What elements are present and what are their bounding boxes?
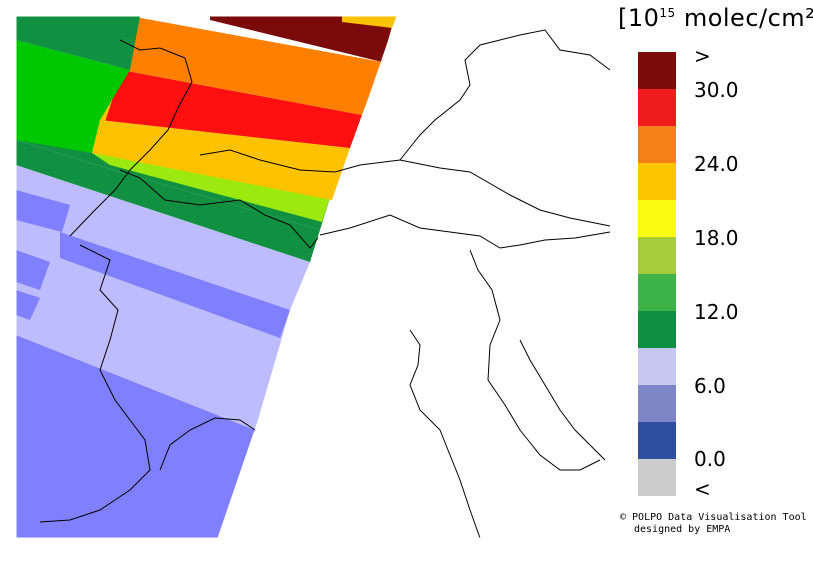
band-periwinkle-patch-2 [16,250,50,290]
legend-tick-12: 12.0 [694,300,739,324]
credit-line-1: © POLPO Data Visualisation Tool [620,512,807,523]
band-lime [92,153,330,222]
legend-swatch [638,89,676,126]
legend-tick-18: 18.0 [694,226,739,250]
band-periwinkle-patch-1 [16,190,70,232]
legend-swatch [638,163,676,200]
band-dark-green-top [16,16,140,70]
border-france-italy [39,244,151,523]
legend-tick-above: > [694,44,711,68]
band-green-left [16,40,130,153]
legend-swatch [638,459,676,496]
band-yellow-top [342,16,397,28]
legend-tick-below: < [694,477,711,501]
coast-italy-west [409,329,481,539]
legend-unit-title: [1015 molec/cm²] [618,4,813,32]
coast-croatia [519,339,606,461]
legend-swatch [638,422,676,459]
band-dark-red [210,16,395,62]
legend-swatch [638,200,676,237]
country-borders [39,29,611,539]
band-periwinkle-patch-3 [16,290,40,320]
border-swiss-south [119,169,319,249]
band-orange [122,16,382,115]
legend-swatch [638,311,676,348]
swath-edge [217,15,398,539]
border-swiss-north [199,149,336,173]
legend-swatch [638,52,676,89]
legend-tick-30: 30.0 [694,78,739,102]
swath-bands [16,16,397,538]
coast-adriatic [469,249,601,471]
credit-line-2: designed by EMPA [634,524,731,535]
map-frame [15,15,613,539]
border-west [69,39,193,237]
legend-swatch [638,348,676,385]
band-dark-green-low [16,140,320,262]
band-red [100,70,362,148]
legend-tick-24: 24.0 [694,152,739,176]
border-germany [399,29,611,161]
border-austria [334,159,611,227]
legend-swatch [638,126,676,163]
band-yellow [92,120,350,200]
border-italy-north [319,214,611,249]
legend-swatch [638,237,676,274]
band-periwinkle-strip [60,232,290,338]
legend-tick-0: 0.0 [694,447,726,471]
band-lavender [16,165,310,430]
coast-ligurian [159,417,256,471]
legend-swatch [638,385,676,422]
band-periwinkle-bottom [16,335,255,538]
legend-swatch [638,274,676,311]
legend-tick-6: 6.0 [694,374,726,398]
